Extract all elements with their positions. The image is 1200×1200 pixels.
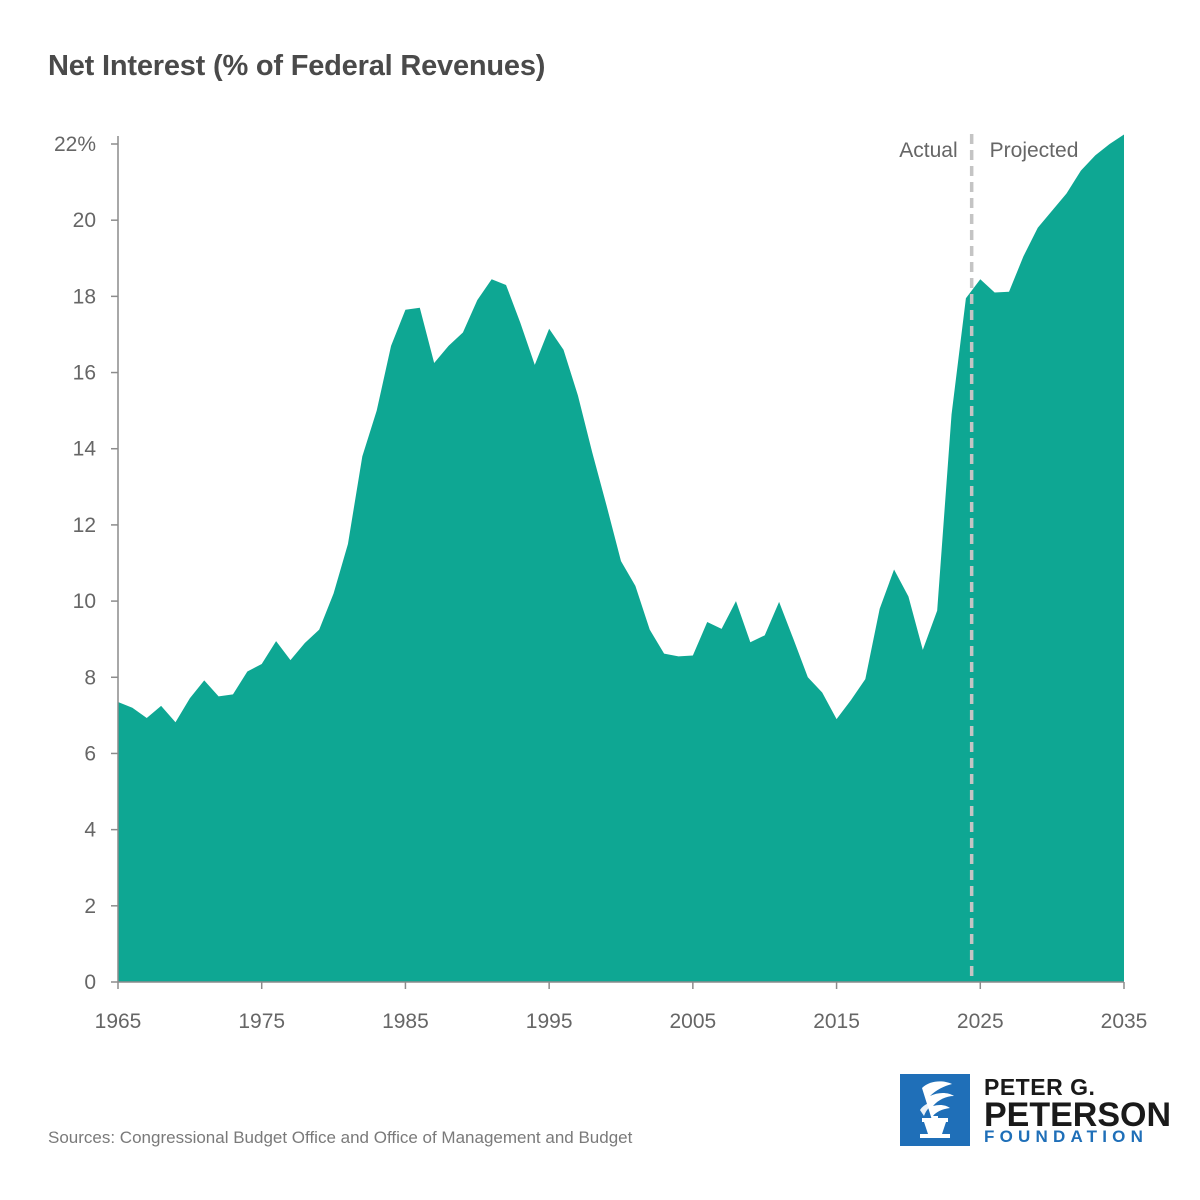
y-tick-label: 16 (73, 362, 96, 385)
logo-line-2: PETERSON (984, 1096, 1172, 1134)
x-tick-label: 2015 (813, 1010, 860, 1033)
y-tick-label: 2 (84, 895, 96, 918)
y-tick-label: 14 (73, 438, 97, 461)
x-tick-label: 1975 (238, 1010, 285, 1033)
logo-line-1: PETER G. (984, 1074, 1096, 1100)
y-tick-label: 0 (84, 971, 96, 994)
projected-label: Projected (990, 139, 1079, 162)
x-tick-label: 1965 (95, 1010, 142, 1033)
x-tick-label: 1995 (526, 1010, 573, 1033)
y-tick-label: 20 (73, 209, 96, 232)
actual-label: Actual (899, 139, 957, 162)
y-tick-label: 22% (54, 133, 96, 156)
x-tick-label: 1985 (382, 1010, 429, 1033)
logo-line-3: FOUNDATION (984, 1127, 1149, 1146)
peterson-foundation-logo: PETER G. PETERSON FOUNDATION (900, 1074, 1171, 1148)
source-note: Sources: Congressional Budget Office and… (48, 1128, 633, 1147)
x-tick-label: 2025 (957, 1010, 1004, 1033)
x-tick-label: 2035 (1101, 1010, 1148, 1033)
net-interest-area (118, 134, 1124, 983)
y-tick-label: 8 (84, 666, 96, 689)
chart-area: 0 2 4 6 8 10 12 14 16 18 20 22% 1965 1975 1985 1995 2005… (54, 133, 1148, 1033)
x-tick-label: 2005 (669, 1010, 716, 1033)
torch-icon (900, 1074, 970, 1146)
y-tick-label: 12 (73, 514, 96, 537)
y-tick-label: 18 (73, 285, 96, 308)
y-tick-label: 10 (73, 590, 96, 613)
y-tick-label: 4 (84, 819, 96, 842)
chart-title: Net Interest (% of Federal Revenues) (48, 50, 546, 82)
y-tick-label: 6 (84, 742, 96, 765)
